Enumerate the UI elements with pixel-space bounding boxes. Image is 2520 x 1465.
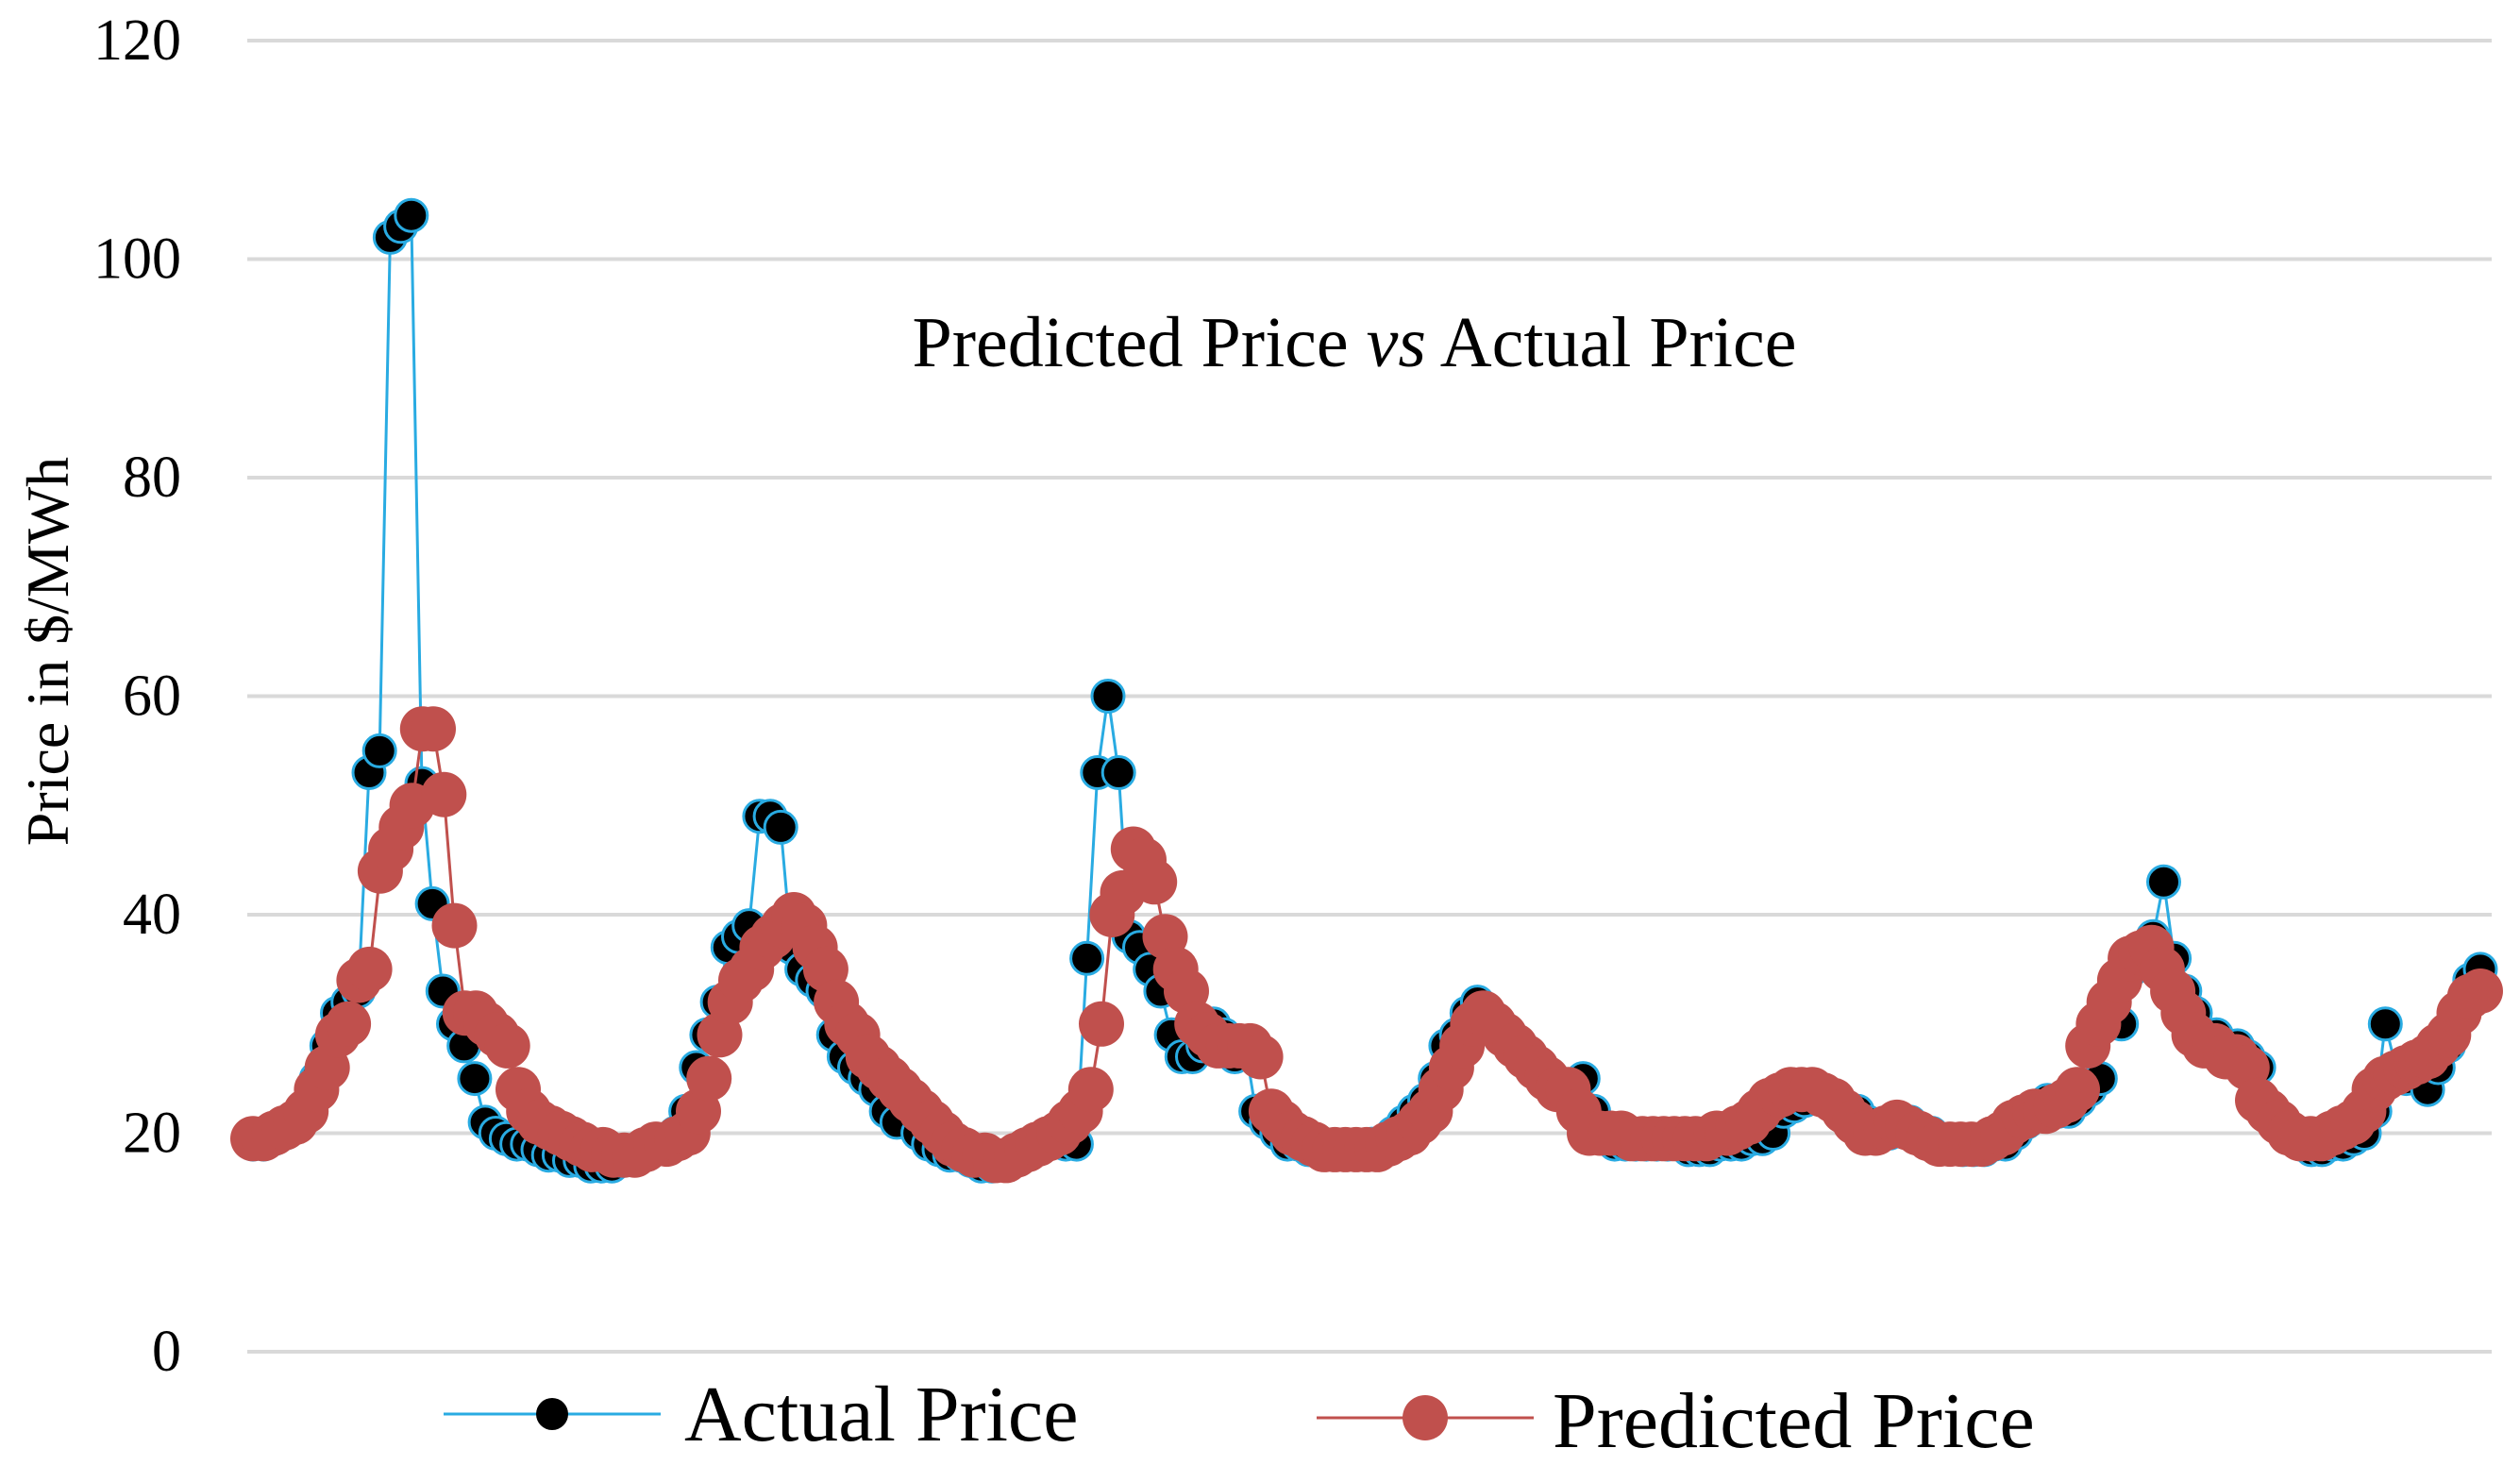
chart-title-vs: vs xyxy=(1367,303,1426,382)
data-point xyxy=(394,197,429,233)
legend: Actual Price Predicted Price xyxy=(444,1371,2035,1465)
data-point xyxy=(431,902,478,949)
chart-title: Predicted Price vs Actual Price xyxy=(912,303,1796,382)
data-point xyxy=(763,809,798,845)
y-tick-label: 80 xyxy=(123,446,181,510)
series-layer xyxy=(230,197,2503,1184)
data-point xyxy=(2146,864,2181,900)
series-predicted xyxy=(230,706,2503,1184)
y-tick-label: 60 xyxy=(123,665,181,729)
chart-title-suffix: Actual Price xyxy=(1426,303,1797,382)
chart-title-prefix: Predicted Price xyxy=(912,303,1366,382)
y-tick-label: 40 xyxy=(123,883,181,947)
data-point xyxy=(686,1055,732,1102)
y-axis-label: Price in $/MWh xyxy=(14,457,81,846)
data-point xyxy=(1090,679,1126,714)
data-point xyxy=(361,732,397,768)
legend-predicted-marker xyxy=(1403,1395,1448,1440)
data-point xyxy=(1069,940,1105,976)
data-point xyxy=(484,1022,530,1069)
y-tick-label: 120 xyxy=(93,8,181,73)
data-point xyxy=(411,706,456,752)
y-tick-label: 20 xyxy=(123,1102,181,1166)
data-point xyxy=(2055,1067,2100,1113)
data-point xyxy=(2367,1006,2403,1042)
legend-actual-label: Actual Price xyxy=(684,1371,1079,1458)
data-point xyxy=(457,1061,493,1097)
data-point xyxy=(421,771,467,817)
data-point xyxy=(2458,968,2503,1014)
data-point xyxy=(1132,859,1178,905)
data-point xyxy=(326,1001,372,1047)
legend-predicted-label: Predicted Price xyxy=(1553,1377,2035,1465)
data-point xyxy=(346,946,393,992)
data-point xyxy=(1237,1034,1284,1080)
data-point xyxy=(1067,1067,1114,1113)
legend-item-predicted: Predicted Price xyxy=(1317,1377,2035,1465)
data-point xyxy=(1100,755,1136,790)
legend-actual-marker xyxy=(536,1398,568,1430)
y-axis-ticks: 0 20 40 60 80 100 120 xyxy=(93,8,181,1384)
y-tick-label: 100 xyxy=(93,227,181,292)
data-point xyxy=(1079,1001,1124,1047)
y-tick-label: 0 xyxy=(152,1320,181,1384)
legend-item-actual: Actual Price xyxy=(444,1371,1079,1458)
